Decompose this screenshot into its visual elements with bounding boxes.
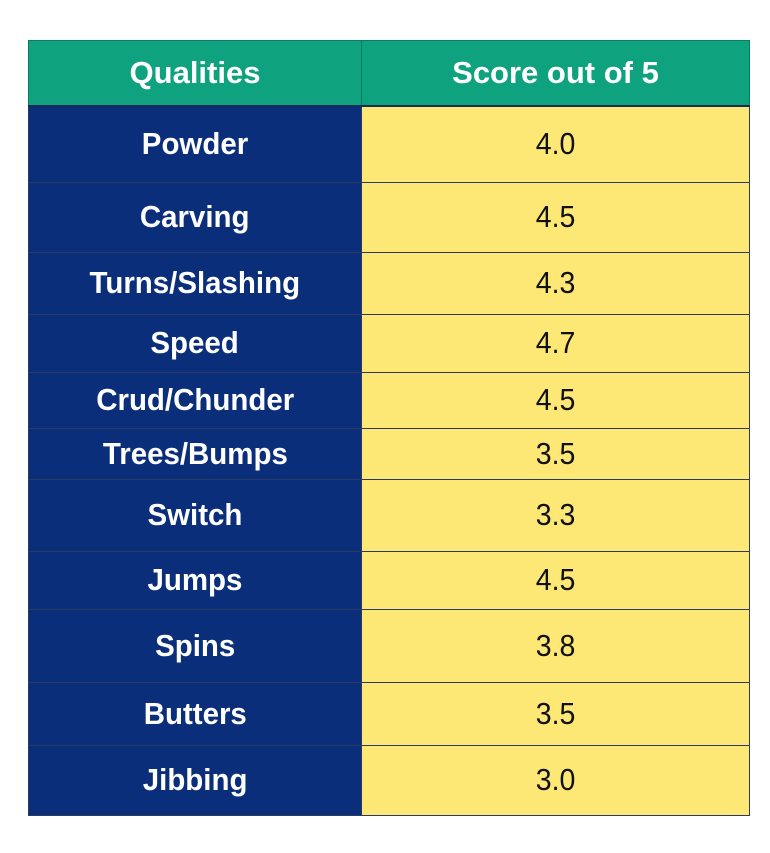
quality-label: Turns/Slashing	[89, 265, 301, 300]
quality-label: Trees/Bumps	[102, 435, 288, 471]
score-cell: 3.0	[361, 744, 750, 816]
score-cell: 3.3	[361, 478, 750, 552]
table-row: Turns/Slashing 4.3	[28, 251, 750, 315]
score-value: 3.8	[535, 627, 576, 663]
table-row: Jumps 4.5	[28, 550, 750, 610]
table-row: Trees/Bumps 3.5	[28, 427, 750, 480]
score-cell: 3.5	[361, 681, 750, 746]
quality-label: Jumps	[147, 562, 243, 597]
header-qualities: Qualities	[28, 40, 362, 107]
quality-cell: Carving	[28, 181, 362, 253]
score-cell: 4.3	[361, 251, 750, 315]
quality-label: Spins	[154, 627, 236, 663]
quality-cell: Jibbing	[28, 744, 362, 816]
score-value: 3.0	[535, 762, 576, 797]
score-value: 3.5	[535, 435, 576, 471]
score-value: 4.3	[535, 265, 576, 300]
quality-label: Switch	[147, 497, 243, 532]
quality-label: Speed	[150, 325, 240, 360]
score-cell: 4.0	[361, 105, 750, 183]
score-cell: 4.5	[361, 181, 750, 253]
header-row: Qualities Score out of 5	[28, 40, 750, 107]
quality-cell: Powder	[28, 105, 362, 183]
header-score: Score out of 5	[361, 40, 750, 107]
quality-cell: Crud/Chunder	[28, 371, 362, 429]
quality-cell: Spins	[28, 608, 362, 683]
quality-cell: Switch	[28, 478, 362, 552]
score-value: 3.3	[535, 497, 576, 532]
quality-cell: Turns/Slashing	[28, 251, 362, 315]
quality-label: Crud/Chunder	[96, 382, 294, 417]
score-value: 3.5	[535, 695, 576, 731]
quality-cell: Trees/Bumps	[28, 427, 362, 480]
score-value: 4.5	[535, 199, 576, 234]
table-row: Crud/Chunder 4.5	[28, 371, 750, 429]
quality-cell: Jumps	[28, 550, 362, 610]
quality-label: Carving	[140, 199, 250, 234]
table-row: Jibbing 3.0	[28, 744, 750, 816]
score-value: 4.5	[535, 562, 576, 597]
quality-label: Jibbing	[142, 762, 248, 797]
score-cell: 4.5	[361, 550, 750, 610]
score-cell: 4.5	[361, 371, 750, 429]
table-row: Carving 4.5	[28, 181, 750, 253]
table-row: Spins 3.8	[28, 608, 750, 683]
quality-cell: Butters	[28, 681, 362, 746]
score-cell: 4.7	[361, 313, 750, 373]
score-value: 4.7	[535, 325, 576, 360]
table-row: Powder 4.0	[28, 105, 750, 183]
score-value: 4.5	[535, 382, 576, 417]
table-row: Butters 3.5	[28, 681, 750, 746]
scores-table-container: Qualities Score out of 5 Powder 4.0 Carvin…	[28, 40, 750, 816]
score-cell: 3.8	[361, 608, 750, 683]
scores-table: Qualities Score out of 5 Powder 4.0 Carvin…	[28, 40, 750, 816]
score-cell: 3.5	[361, 427, 750, 480]
quality-label: Powder	[141, 126, 249, 162]
table-body: Powder 4.0 Carving 4.5 Turns/Slashing 4.3 Spee…	[28, 105, 750, 816]
quality-label: Butters	[143, 695, 247, 731]
table-row: Speed 4.7	[28, 313, 750, 373]
quality-cell: Speed	[28, 313, 362, 373]
score-value: 4.0	[535, 126, 576, 162]
table-row: Switch 3.3	[28, 478, 750, 552]
